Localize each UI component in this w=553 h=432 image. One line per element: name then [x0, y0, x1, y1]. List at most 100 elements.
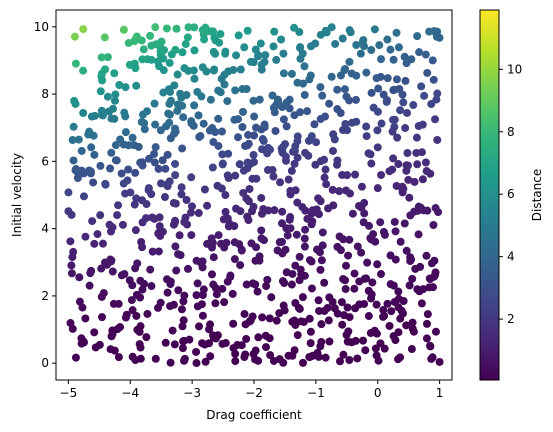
scatter-point: [318, 228, 327, 237]
scatter-point: [111, 90, 120, 99]
scatter-point: [71, 166, 80, 175]
scatter-point: [389, 281, 398, 290]
scatter-point: [279, 69, 288, 78]
scatter-point: [386, 45, 395, 54]
scatter-point: [136, 322, 145, 331]
scatter-point: [96, 211, 105, 220]
scatter-point: [222, 238, 231, 247]
scatter-point: [89, 131, 98, 140]
scatter-point: [300, 234, 309, 243]
scatter-point: [247, 239, 256, 248]
scatter-point: [430, 272, 439, 281]
scatter-point: [426, 342, 435, 351]
scatter-point: [186, 208, 195, 217]
scatter-point: [329, 201, 338, 210]
scatter-point: [269, 103, 278, 112]
scatter-point: [347, 338, 356, 347]
scatter-point: [110, 96, 119, 105]
colorbar-tick-label: 6: [507, 187, 515, 201]
scatter-point: [103, 53, 112, 62]
scatter-point: [320, 306, 329, 315]
scatter-point: [329, 130, 338, 139]
scatter-point: [365, 221, 374, 230]
scatter-point: [345, 235, 354, 244]
scatter-point: [260, 236, 269, 245]
scatter-point: [314, 194, 323, 203]
scatter-point: [414, 230, 423, 239]
scatter-point: [138, 196, 147, 205]
scatter-point: [98, 76, 107, 85]
scatter-point: [172, 24, 181, 33]
scatter-point: [226, 271, 235, 280]
scatter-point: [178, 344, 187, 353]
scatter-point: [372, 300, 381, 309]
scatter-point: [198, 63, 207, 72]
scatter-point: [304, 136, 313, 145]
scatter-point: [235, 160, 244, 169]
scatter-point: [320, 155, 329, 164]
scatter-point: [244, 130, 253, 139]
scatter-point: [280, 306, 289, 315]
scatter-points: [64, 23, 444, 368]
scatter-point: [264, 143, 273, 152]
scatter-point: [379, 312, 388, 321]
scatter-point: [79, 108, 88, 117]
scatter-point: [238, 85, 247, 94]
scatter-point: [320, 278, 329, 287]
scatter-point: [143, 309, 152, 318]
scatter-point: [173, 106, 182, 115]
scatter-point: [433, 135, 442, 144]
scatter-point: [131, 64, 140, 73]
scatter-point: [278, 249, 287, 258]
scatter-point: [307, 284, 316, 293]
x-axis: −5 −4 −3 −2 −1 0 1: [60, 380, 443, 400]
scatter-point: [111, 141, 120, 150]
scatter-point: [162, 24, 171, 33]
scatter-point: [250, 131, 259, 140]
scatter-point: [360, 42, 369, 51]
scatter-point: [128, 306, 137, 315]
scatter-point: [390, 85, 399, 94]
scatter-point: [423, 68, 432, 77]
scatter-point: [377, 55, 386, 64]
scatter-point: [150, 158, 159, 167]
scatter-point: [173, 70, 182, 79]
scatter-point: [423, 319, 432, 328]
scatter-point: [79, 338, 88, 347]
scatter-point: [342, 92, 351, 101]
scatter-point: [283, 231, 292, 240]
scatter-point: [286, 213, 295, 222]
scatter-point: [355, 300, 364, 309]
scatter-point: [279, 115, 288, 124]
scatter-point: [351, 170, 360, 179]
scatter-point: [325, 337, 334, 346]
scatter-point: [221, 47, 230, 56]
scatter-point: [286, 190, 295, 199]
scatter-point: [249, 150, 258, 159]
scatter-point: [151, 23, 160, 32]
scatter-point: [187, 173, 196, 182]
scatter-point: [142, 333, 151, 342]
scatter-point: [376, 339, 385, 348]
scatter-point: [190, 101, 199, 110]
scatter-point: [109, 299, 118, 308]
scatter-point: [350, 269, 359, 278]
scatter-point: [198, 311, 207, 320]
scatter-point: [214, 114, 223, 123]
scatter-point: [181, 40, 190, 49]
scatter-point: [78, 168, 87, 177]
scatter-point: [306, 339, 315, 348]
scatter-point: [171, 159, 180, 168]
colorbar-tick-label: 8: [507, 125, 515, 139]
scatter-point: [285, 104, 294, 113]
scatter-point: [110, 346, 119, 355]
scatter-point: [166, 134, 175, 143]
scatter-point: [208, 270, 216, 279]
scatter-point: [353, 242, 362, 251]
scatter-point: [162, 180, 171, 189]
scatter-point: [128, 133, 137, 142]
scatter-point: [351, 95, 360, 104]
scatter-point: [341, 119, 350, 128]
scatter-point: [427, 354, 436, 363]
scatter-point: [422, 251, 431, 260]
